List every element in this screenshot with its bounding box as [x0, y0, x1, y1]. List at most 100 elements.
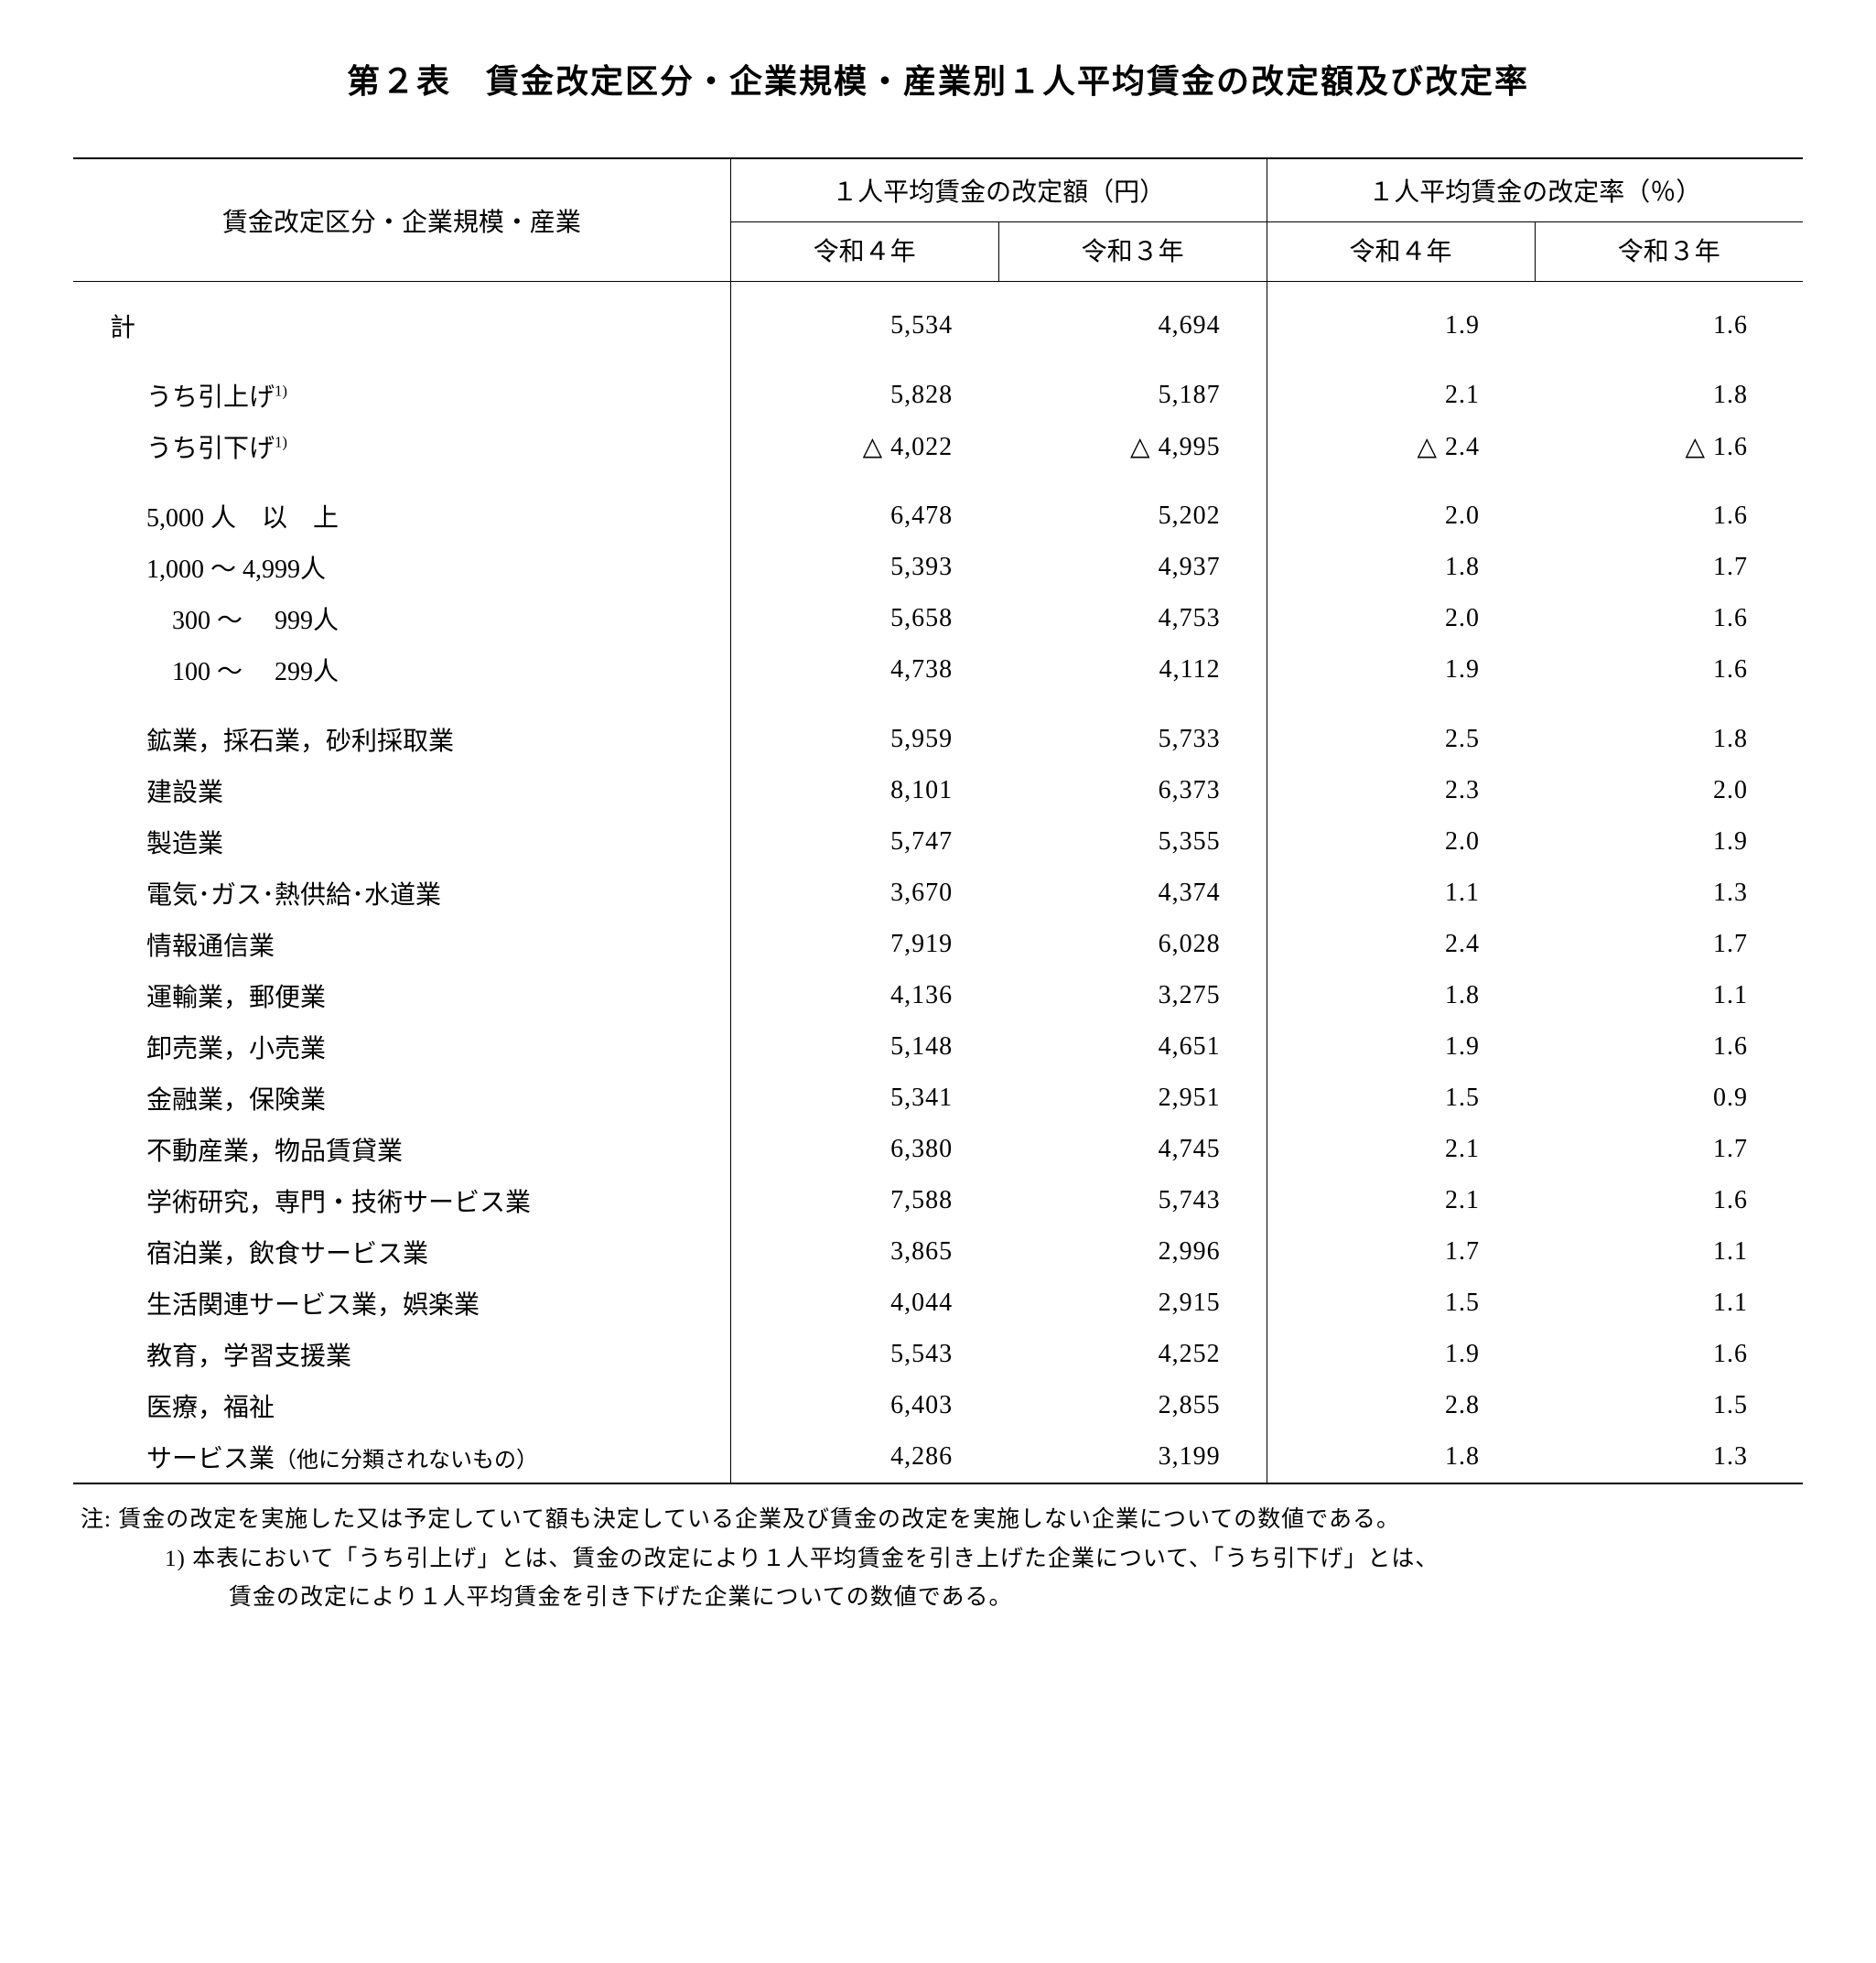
cell-a3: 5,187	[998, 370, 1267, 421]
cell-a4: 5,959	[730, 714, 998, 765]
cell-label: 1,000 ～ 4,999人	[73, 542, 730, 593]
spacer	[73, 472, 1803, 491]
cell-label: 100 ～ 299人	[73, 644, 730, 696]
cell-label: 医療，福祉	[73, 1380, 730, 1431]
cell-a3: △ 4,995	[998, 421, 1267, 472]
cell-r3: 1.7	[1535, 1124, 1803, 1175]
row-ind-lodging-food: 宿泊業，飲食サービス業 3,865 2,996 1.7 1.1	[73, 1226, 1803, 1278]
cell-a4: 6,380	[730, 1124, 998, 1175]
cell-r4: 2.3	[1267, 765, 1535, 816]
cell-r4: 1.5	[1267, 1278, 1535, 1329]
cell-a4: 7,588	[730, 1175, 998, 1226]
cell-r4: 2.0	[1267, 816, 1535, 868]
cell-a3: 5,355	[998, 816, 1267, 868]
cell-a3: 4,753	[998, 593, 1267, 644]
cell-a3: 2,996	[998, 1226, 1267, 1278]
cell-a4: 5,828	[730, 370, 998, 421]
cell-a4: 4,136	[730, 970, 998, 1021]
row-size-300: 300 ～ 999人 5,658 4,753 2.0 1.6	[73, 593, 1803, 644]
row-ind-utilities: 電気･ガス･熱供給･水道業 3,670 4,374 1.1 1.3	[73, 868, 1803, 919]
footnotes: 注: 賃金の改定を実施した又は予定していて額も決定している企業及び賃金の改定を実…	[73, 1501, 1803, 1618]
cell-r4: 1.1	[1267, 868, 1535, 919]
cell-r4: 1.5	[1267, 1073, 1535, 1124]
cell-a4: 7,919	[730, 919, 998, 970]
cell-label: 金融業，保険業	[73, 1073, 730, 1124]
cell-r3: 1.1	[1535, 1278, 1803, 1329]
row-ind-infocomm: 情報通信業 7,919 6,028 2.4 1.7	[73, 919, 1803, 970]
table-title: 第２表 賃金改定区分・企業規模・産業別１人平均賃金の改定額及び改定率	[73, 55, 1803, 102]
cell-r3: 1.7	[1535, 919, 1803, 970]
cell-a3: 4,252	[998, 1329, 1267, 1380]
row-ind-services-other: サービス業（他に分類されないもの） 4,286 3,199 1.8 1.3	[73, 1431, 1803, 1483]
cell-a3: 4,651	[998, 1021, 1267, 1073]
cell-a4: 4,738	[730, 644, 998, 696]
header-row-1: 賃金改定区分・企業規模・産業 １人平均賃金の改定額（円） １人平均賃金の改定率（…	[73, 158, 1803, 222]
cell-label: 教育，学習支援業	[73, 1329, 730, 1380]
row-ind-transport: 運輸業，郵便業 4,136 3,275 1.8 1.1	[73, 970, 1803, 1021]
cell-label: 宿泊業，飲食サービス業	[73, 1226, 730, 1278]
cell-a3: 6,373	[998, 765, 1267, 816]
cell-a3: 2,915	[998, 1278, 1267, 1329]
cell-r4: 1.9	[1267, 300, 1535, 351]
cell-r4: 2.0	[1267, 491, 1535, 542]
cell-label: うち引上げ1)	[73, 370, 730, 421]
row-up: うち引上げ1) 5,828 5,187 2.1 1.8	[73, 370, 1803, 421]
cell-a3: 3,275	[998, 970, 1267, 1021]
cell-r4: 1.9	[1267, 1021, 1535, 1073]
cell-label: 5,000 人 以 上	[73, 491, 730, 542]
cell-label: 学術研究，専門・技術サービス業	[73, 1175, 730, 1226]
header-amount-group: １人平均賃金の改定額（円）	[730, 158, 1267, 222]
cell-r4: 1.9	[1267, 1329, 1535, 1380]
header-amount-r4: 令和４年	[730, 222, 998, 282]
cell-a4: 4,286	[730, 1431, 998, 1483]
cell-r3: 2.0	[1535, 765, 1803, 816]
cell-r3: 1.1	[1535, 1226, 1803, 1278]
cell-a3: 4,112	[998, 644, 1267, 696]
row-ind-manufacturing: 製造業 5,747 5,355 2.0 1.9	[73, 816, 1803, 868]
cell-label: 運輸業，郵便業	[73, 970, 730, 1021]
cell-r4: 2.0	[1267, 593, 1535, 644]
cell-r4: 2.1	[1267, 370, 1535, 421]
cell-a4: 5,341	[730, 1073, 998, 1124]
cell-r3: 1.6	[1535, 644, 1803, 696]
cell-a4: 5,543	[730, 1329, 998, 1380]
cell-a4: 3,865	[730, 1226, 998, 1278]
cell-r3: 1.6	[1535, 1175, 1803, 1226]
cell-label: 電気･ガス･熱供給･水道業	[73, 868, 730, 919]
cell-a3: 2,855	[998, 1380, 1267, 1431]
footnote-main: 注: 賃金の改定を実施した又は予定していて額も決定している企業及び賃金の改定を実…	[119, 1501, 1803, 1540]
cell-r3: 1.8	[1535, 714, 1803, 765]
cell-r4: 2.1	[1267, 1175, 1535, 1226]
cell-r4: 2.4	[1267, 919, 1535, 970]
footnote-1b: 賃金の改定により１人平均賃金を引き下げた企業についての数値である。	[119, 1579, 1803, 1618]
spacer	[73, 351, 1803, 370]
cell-r3: 1.9	[1535, 816, 1803, 868]
row-down: うち引下げ1) △ 4,022 △ 4,995 △ 2.4 △ 1.6	[73, 421, 1803, 472]
row-ind-research: 学術研究，専門・技術サービス業 7,588 5,743 2.1 1.6	[73, 1175, 1803, 1226]
row-size-100: 100 ～ 299人 4,738 4,112 1.9 1.6	[73, 644, 1803, 696]
cell-a3: 4,694	[998, 300, 1267, 351]
cell-r4: 2.1	[1267, 1124, 1535, 1175]
header-rate-group: １人平均賃金の改定率（％）	[1267, 158, 1803, 222]
header-category: 賃金改定区分・企業規模・産業	[73, 158, 730, 282]
row-ind-finance: 金融業，保険業 5,341 2,951 1.5 0.9	[73, 1073, 1803, 1124]
cell-r4: 1.9	[1267, 644, 1535, 696]
cell-label: 製造業	[73, 816, 730, 868]
spacer	[73, 282, 1803, 301]
cell-a3: 6,028	[998, 919, 1267, 970]
cell-r4: △ 2.4	[1267, 421, 1535, 472]
cell-a4: 4,044	[730, 1278, 998, 1329]
cell-r3: 1.1	[1535, 970, 1803, 1021]
cell-label: 鉱業，採石業，砂利採取業	[73, 714, 730, 765]
cell-r4: 2.5	[1267, 714, 1535, 765]
row-ind-education: 教育，学習支援業 5,543 4,252 1.9 1.6	[73, 1329, 1803, 1380]
cell-r3: 1.8	[1535, 370, 1803, 421]
cell-a3: 5,743	[998, 1175, 1267, 1226]
header-rate-r4: 令和４年	[1267, 222, 1535, 282]
row-ind-medical-welfare: 医療，福祉 6,403 2,855 2.8 1.5	[73, 1380, 1803, 1431]
cell-a4: 5,148	[730, 1021, 998, 1073]
cell-r3: 0.9	[1535, 1073, 1803, 1124]
cell-label: 計	[73, 300, 730, 351]
cell-a4: 5,658	[730, 593, 998, 644]
row-size-1000: 1,000 ～ 4,999人 5,393 4,937 1.8 1.7	[73, 542, 1803, 593]
